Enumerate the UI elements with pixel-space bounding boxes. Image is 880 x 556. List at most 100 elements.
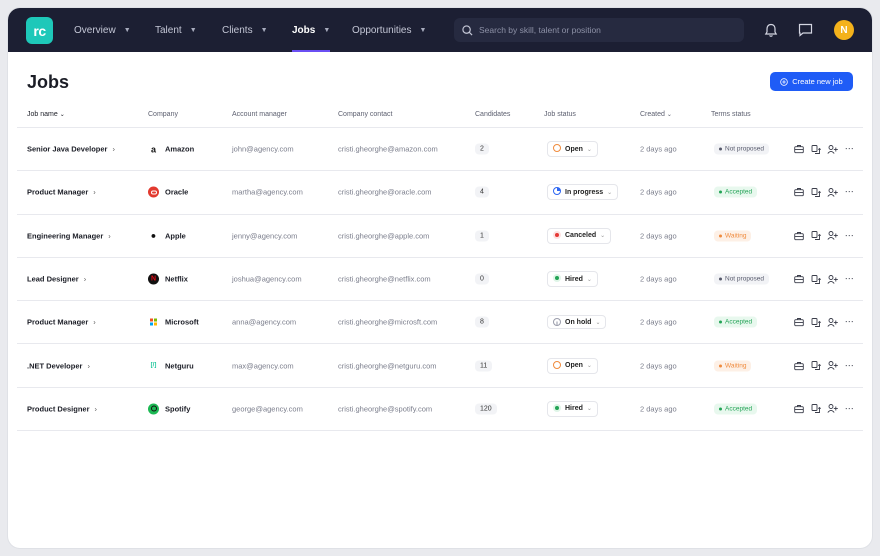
job-status-dropdown[interactable]: In progress ⌄ <box>547 184 619 201</box>
swap-document-icon[interactable] <box>810 274 821 285</box>
add-user-icon[interactable] <box>827 360 838 371</box>
job-status-dropdown[interactable]: Open ⌄ <box>547 141 598 158</box>
job-name-link[interactable]: Product Manager › <box>27 188 96 197</box>
job-status-label: Open <box>565 145 583 153</box>
nav-label: Opportunities <box>352 24 412 36</box>
candidates-count: 0 <box>475 273 489 285</box>
terms-status-badge: Accepted <box>714 316 758 328</box>
user-avatar[interactable]: N <box>834 20 854 40</box>
create-new-job-button[interactable]: Create new job <box>770 72 853 91</box>
nav-overview[interactable]: Overview ▼ <box>74 8 131 52</box>
company-cell: Oracle <box>148 186 188 198</box>
chat-icon[interactable] <box>796 21 814 39</box>
table-row[interactable]: Lead Designer › N Netflix joshua@agency.co… <box>17 258 863 302</box>
swap-document-icon[interactable] <box>810 403 821 414</box>
company-contact-email: cristi.gheorghe@oracle.com <box>338 187 432 197</box>
app-logo[interactable]: rc <box>26 17 53 44</box>
job-name-link[interactable]: Senior Java Developer › <box>27 145 115 154</box>
account-manager-email: max@agency.com <box>232 361 294 371</box>
account-manager-email: john@agency.com <box>232 144 294 154</box>
table-row[interactable]: Engineering Manager › ● Apple jenny@agency… <box>17 215 863 258</box>
company-cell: Microsoft <box>148 317 199 328</box>
job-name-link[interactable]: Product Manager › <box>27 318 96 327</box>
briefcase-icon[interactable] <box>793 317 804 328</box>
job-name-link[interactable]: Product Designer › <box>27 404 97 413</box>
job-status-dropdown[interactable]: Open ⌄ <box>547 357 598 374</box>
table-body: Senior Java Developer › a Amazon john@agen… <box>17 128 863 432</box>
swap-document-icon[interactable] <box>810 317 821 328</box>
table-row[interactable]: .NET Developer › [/] Netguru max@agency.co… <box>17 344 863 388</box>
job-name: Lead Designer <box>27 274 79 284</box>
briefcase-icon[interactable] <box>793 403 804 414</box>
job-status-dropdown[interactable]: Hired ⌄ <box>547 271 598 288</box>
account-manager-email: jenny@agency.com <box>232 231 298 241</box>
search-bar[interactable] <box>454 18 744 42</box>
terms-status-label: Accepted <box>725 318 753 326</box>
briefcase-icon[interactable] <box>793 360 804 371</box>
nav-talent[interactable]: Talent ▼ <box>155 8 197 52</box>
job-name-link[interactable]: Engineering Manager › <box>27 231 111 240</box>
job-name-link[interactable]: Lead Designer › <box>27 275 86 284</box>
job-status-dropdown[interactable]: || On hold ⌄ <box>547 315 607 330</box>
created-date: 2 days ago <box>640 317 677 327</box>
more-options-icon[interactable]: ⋯ <box>844 230 855 241</box>
swap-document-icon[interactable] <box>810 187 821 198</box>
nav-label: Talent <box>155 24 182 36</box>
job-status-dropdown[interactable]: Canceled ⌄ <box>547 227 612 244</box>
swap-document-icon[interactable] <box>810 230 821 241</box>
created-date: 2 days ago <box>640 231 677 241</box>
more-options-icon[interactable]: ⋯ <box>844 273 855 284</box>
add-user-icon[interactable] <box>827 187 838 198</box>
company-cell: [/] Netguru <box>148 360 194 371</box>
search-input[interactable] <box>479 25 739 35</box>
candidates-count: 11 <box>475 360 493 372</box>
add-user-icon[interactable] <box>827 317 838 328</box>
dot-icon <box>719 320 722 324</box>
col-job-name[interactable]: Job name ⌄ <box>27 111 65 118</box>
row-actions: ⋯ <box>793 403 855 414</box>
top-navigation-bar: rc Overview ▼ Talent ▼ Clients ▼ Jobs ▼ Oppo… <box>8 8 872 52</box>
nav-opportunities[interactable]: Opportunities ▼ <box>352 8 426 52</box>
table-row[interactable]: Product Manager › Microsoft anna@agency.c… <box>17 301 863 345</box>
more-options-icon[interactable]: ⋯ <box>844 360 855 371</box>
more-options-icon[interactable]: ⋯ <box>844 403 855 414</box>
briefcase-icon[interactable] <box>793 274 804 285</box>
created-date: 2 days ago <box>640 361 677 371</box>
job-status-label: On hold <box>565 318 592 326</box>
more-options-icon[interactable]: ⋯ <box>844 186 855 197</box>
nav-clients[interactable]: Clients ▼ <box>222 8 268 52</box>
add-user-icon[interactable] <box>827 403 838 414</box>
nav-jobs[interactable]: Jobs ▼ <box>292 8 331 52</box>
add-user-icon[interactable] <box>827 230 838 241</box>
dot-icon <box>719 147 722 151</box>
open-status-icon <box>553 360 561 369</box>
on-hold-status-icon: || <box>553 318 561 327</box>
terms-status-badge: Waiting <box>714 360 752 372</box>
add-user-icon[interactable] <box>827 144 838 155</box>
nav-label: Clients <box>222 24 253 36</box>
swap-document-icon[interactable] <box>810 144 821 155</box>
add-user-icon[interactable] <box>827 274 838 285</box>
row-actions: ⋯ <box>793 360 855 371</box>
chevron-right-icon: › <box>83 274 87 284</box>
table-row[interactable]: Product Manager › Oracle martha@agency.co… <box>17 171 863 215</box>
table-row[interactable]: Product Designer › Spotify george@agency.… <box>17 388 863 432</box>
terms-status-badge: Not proposed <box>714 143 770 155</box>
briefcase-icon[interactable] <box>793 144 804 155</box>
more-options-icon[interactable]: ⋯ <box>844 316 855 327</box>
table-row[interactable]: Senior Java Developer › a Amazon john@agen… <box>17 128 863 172</box>
more-options-icon[interactable]: ⋯ <box>844 143 855 154</box>
created-date: 2 days ago <box>640 404 677 414</box>
swap-document-icon[interactable] <box>810 360 821 371</box>
row-actions: ⋯ <box>793 274 855 285</box>
chevron-right-icon: › <box>93 187 96 197</box>
job-status-dropdown[interactable]: Hired ⌄ <box>547 400 598 417</box>
chevron-down-icon: ▼ <box>189 26 197 34</box>
job-name-link[interactable]: .NET Developer › <box>27 361 90 370</box>
nav-label: Overview <box>74 24 116 36</box>
bell-icon[interactable] <box>762 21 780 39</box>
briefcase-icon[interactable] <box>793 230 804 241</box>
briefcase-icon[interactable] <box>793 187 804 198</box>
col-created[interactable]: Created ⌄ <box>640 111 672 118</box>
terms-status-badge: Accepted <box>714 403 758 415</box>
